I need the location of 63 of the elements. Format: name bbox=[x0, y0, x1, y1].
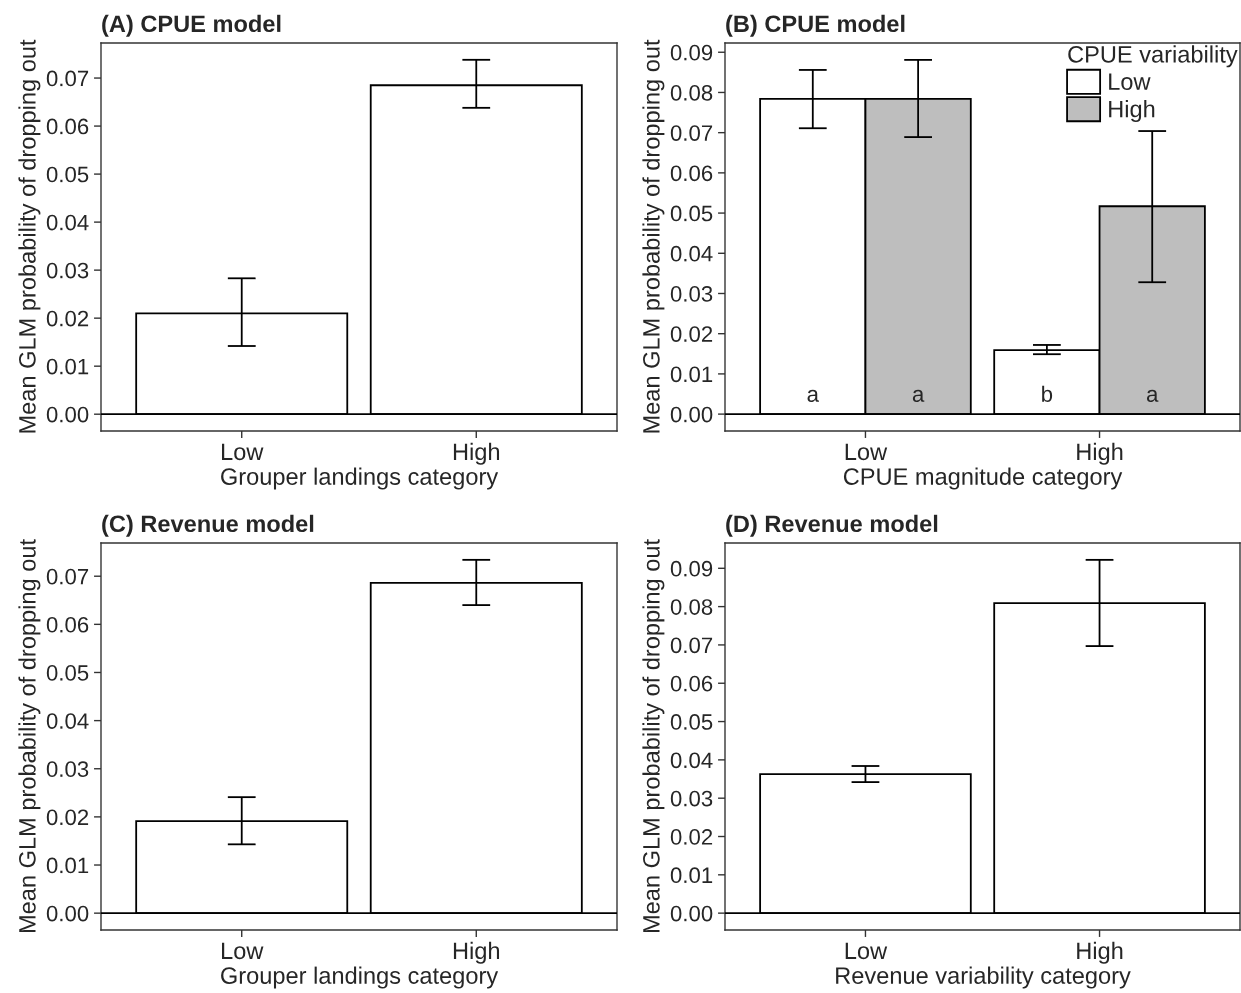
y-tick-label: 0.07 bbox=[46, 568, 89, 585]
x-axis-title: CPUE magnitude category bbox=[843, 467, 1123, 490]
x-axis-title: Grouper landings category bbox=[221, 966, 499, 989]
y-tick-label: 0.09 bbox=[670, 44, 713, 61]
y-tick-label: 0.05 bbox=[46, 166, 89, 183]
y-tick-label: 0.04 bbox=[46, 713, 89, 729]
x-axis-title: Revenue variability category bbox=[836, 966, 1131, 989]
y-tick-label: 0.00 bbox=[46, 406, 89, 423]
legend-title: CPUE variability bbox=[1068, 45, 1238, 68]
x-tick-label: High bbox=[1077, 442, 1123, 465]
y-tick-label: 0.04 bbox=[46, 214, 89, 231]
chart-title: (D) Revenue model bbox=[726, 514, 938, 537]
y-tick-label: 0.06 bbox=[670, 165, 713, 182]
legend-label: High bbox=[1109, 100, 1155, 123]
y-tick-label: 0.01 bbox=[46, 358, 89, 375]
y-tick-label: 0.02 bbox=[46, 310, 89, 327]
y-tick-label: 0.06 bbox=[46, 118, 89, 135]
annotation: b bbox=[1042, 385, 1053, 402]
y-tick-label: 0.07 bbox=[670, 637, 713, 654]
chart-title: (B) CPUE model bbox=[726, 14, 905, 37]
y-tick-label: 0.02 bbox=[46, 809, 89, 826]
y-tick-label: 0.05 bbox=[670, 714, 713, 730]
y-axis-title: Mean GLM probability of dropping out bbox=[642, 539, 665, 933]
y-tick-label: 0.04 bbox=[670, 245, 713, 262]
x-tick-label: Low bbox=[845, 443, 888, 461]
y-tick-label: 0.00 bbox=[670, 406, 713, 423]
annotation: a bbox=[807, 389, 819, 402]
y-tick-label: 0.08 bbox=[670, 599, 713, 615]
y-tick-label: 0.07 bbox=[670, 125, 713, 141]
y-tick-label: 0.06 bbox=[46, 616, 89, 633]
y-tick-label: 0.08 bbox=[670, 84, 713, 101]
y-tick-label: 0.02 bbox=[670, 326, 713, 342]
y-tick-label: 0.01 bbox=[670, 867, 713, 884]
x-tick-label: Low bbox=[845, 942, 888, 960]
chart-title: (C) Revenue model bbox=[102, 514, 314, 537]
y-tick-label: 0.00 bbox=[46, 905, 89, 922]
y-axis-title: Mean GLM probability of dropping out bbox=[18, 39, 41, 433]
x-tick-label: Low bbox=[222, 942, 264, 960]
y-tick-label: 0.04 bbox=[670, 752, 713, 769]
y-tick-label: 0.05 bbox=[46, 665, 89, 681]
y-tick-label: 0.07 bbox=[46, 70, 89, 87]
y-tick-label: 0.01 bbox=[670, 366, 713, 383]
y-axis-title: Mean GLM probability of dropping out bbox=[642, 39, 665, 433]
x-tick-label: High bbox=[453, 442, 500, 465]
y-tick-label: 0.03 bbox=[670, 286, 713, 302]
y-tick-label: 0.00 bbox=[670, 905, 713, 922]
y-tick-label: 0.05 bbox=[670, 205, 713, 222]
annotation: a bbox=[1146, 389, 1159, 402]
y-tick-label: 0.03 bbox=[46, 262, 89, 279]
x-axis-title: Grouper landings category bbox=[221, 467, 499, 490]
x-tick-label: Low bbox=[222, 443, 264, 461]
chart-title: (A) CPUE model bbox=[102, 14, 281, 37]
y-tick-label: 0.06 bbox=[670, 675, 713, 692]
y-tick-label: 0.09 bbox=[670, 560, 713, 577]
legend-label: Low bbox=[1109, 73, 1151, 91]
x-tick-label: High bbox=[453, 941, 500, 964]
y-tick-label: 0.02 bbox=[670, 829, 713, 845]
y-tick-label: 0.03 bbox=[46, 761, 89, 778]
y-tick-label: 0.01 bbox=[46, 857, 89, 874]
y-tick-label: 0.03 bbox=[670, 790, 713, 807]
annotation: a bbox=[912, 389, 925, 402]
x-tick-label: High bbox=[1077, 941, 1123, 964]
y-axis-title: Mean GLM probability of dropping out bbox=[18, 539, 41, 933]
